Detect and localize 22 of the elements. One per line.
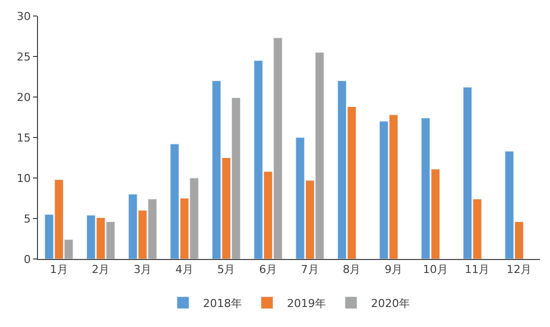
legend-label: 2019年	[287, 296, 326, 310]
y-tick-label: 5	[24, 212, 31, 226]
y-tick-label: 25	[16, 50, 31, 64]
x-tick-label: 9月	[384, 263, 403, 276]
x-tick-label: 2月	[92, 263, 110, 276]
x-tick-label: 5月	[217, 263, 236, 276]
x-tick-label: 10月	[422, 263, 448, 276]
y-tick-label: 20	[16, 90, 31, 104]
legend-label: 2018年	[203, 296, 242, 310]
x-tick-label: 6月	[259, 263, 278, 276]
x-tick-label: 12月	[506, 263, 532, 276]
x-tick-label: 7月	[300, 263, 319, 276]
x-tick-label: 1月	[50, 263, 68, 276]
y-tick-label: 15	[16, 131, 31, 144]
legend-label: 2020年	[371, 296, 410, 310]
y-tick-label: 0	[24, 252, 31, 266]
x-tick-label: 4月	[175, 263, 194, 276]
x-tick-label: 11月	[464, 263, 490, 276]
y-tick-label: 30	[16, 10, 31, 23]
x-tick-label: 3月	[134, 263, 152, 276]
y-tick-label: 10	[16, 172, 31, 185]
x-tick-label: 8月	[342, 263, 361, 276]
